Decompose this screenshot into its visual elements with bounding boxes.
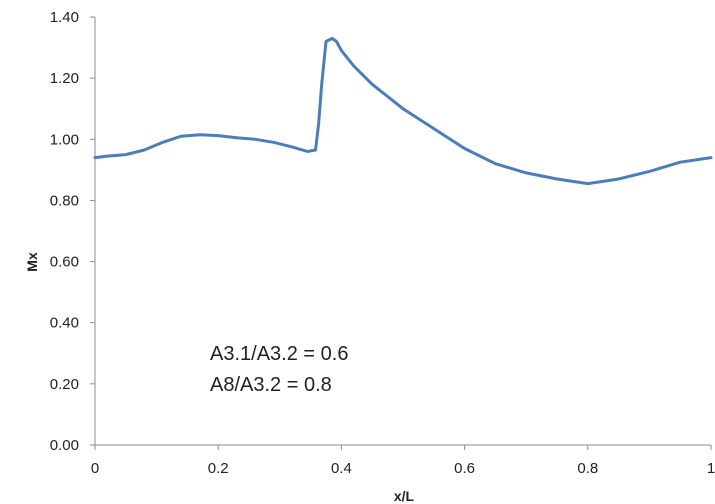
x-tick-label: 0.6	[454, 460, 475, 477]
x-tick-label: 0.8	[577, 460, 598, 477]
y-tick-label: 1.20	[50, 70, 79, 87]
x-tick-label: 0.2	[208, 460, 229, 477]
y-tick-label: 0.40	[50, 315, 79, 332]
y-tick-label: 0.00	[50, 437, 79, 454]
x-tick-label: 0	[91, 460, 99, 477]
y-tick-label: 1.40	[50, 9, 79, 26]
axes	[90, 16, 712, 450]
x-tick-label: 1	[707, 460, 715, 477]
y-tick-label: 0.80	[50, 192, 79, 209]
y-tick-label: 0.60	[50, 254, 79, 271]
annotation-ratio-1: A3.1/A3.2 = 0.6	[210, 343, 348, 365]
series-group	[93, 36, 713, 186]
annotation-ratio-2: A8/A3.2 = 0.8	[210, 374, 332, 396]
y-tick-label: 0.20	[50, 376, 79, 393]
x-tick-label: 0.4	[331, 460, 352, 477]
y-tick-label: 1.00	[50, 131, 79, 148]
series-line	[93, 36, 713, 186]
y-axis-label: Mx	[24, 252, 40, 272]
x-tick-labels: 0 0.2 0.4 0.6 0.8 1	[91, 460, 715, 477]
x-axis-label: x/L	[394, 488, 415, 504]
y-tick-labels: 0.00 0.20 0.40 0.60 0.80 1.00 1.20 1.40	[50, 9, 79, 454]
